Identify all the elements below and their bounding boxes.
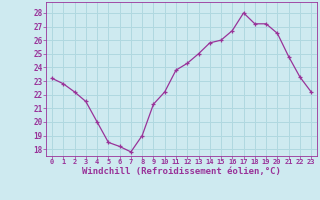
X-axis label: Windchill (Refroidissement éolien,°C): Windchill (Refroidissement éolien,°C) [82,167,281,176]
